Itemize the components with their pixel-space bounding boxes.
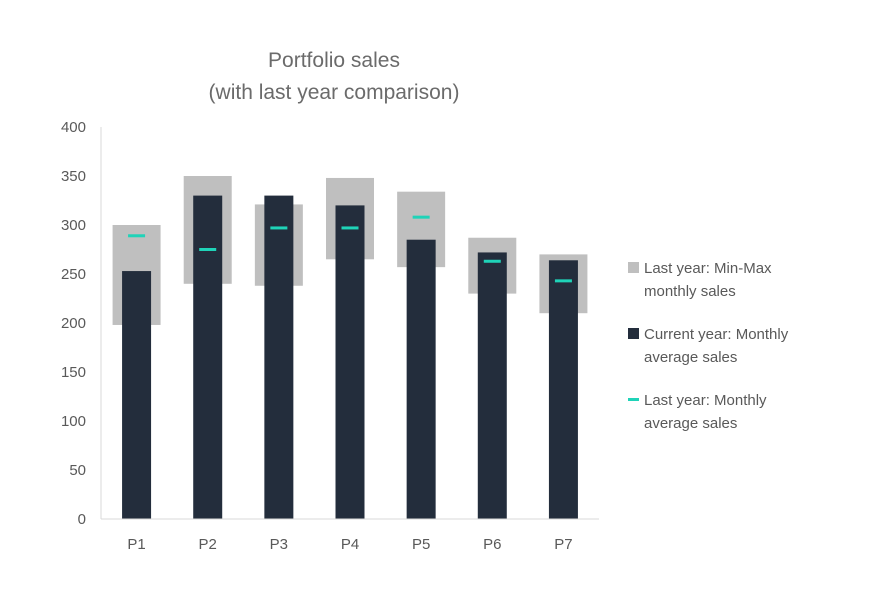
legend-label-range-line-2: monthly sales <box>644 283 736 300</box>
current-year-bar-p2 <box>193 195 223 519</box>
last-year-average-marker-p6 <box>483 259 501 263</box>
x-category-label: P4 <box>341 536 359 553</box>
x-category-label: P1 <box>127 536 145 553</box>
current-year-bar-p4 <box>335 205 365 519</box>
current-year-bar-p1 <box>122 271 152 519</box>
legend-swatch-range <box>628 262 639 273</box>
y-tick-label: 300 <box>61 217 86 234</box>
y-tick-label: 150 <box>61 364 86 381</box>
plot-area <box>112 176 588 519</box>
chart-title-line-1: Portfolio sales <box>268 49 400 72</box>
current-year-bar-p6 <box>477 252 507 519</box>
y-tick-label: 400 <box>61 119 86 136</box>
last-year-average-marker-p5 <box>412 215 430 219</box>
legend-label-current-line-2: average sales <box>644 349 737 366</box>
last-year-average-marker-p3 <box>270 226 288 230</box>
last-year-average-marker-p4 <box>341 226 359 230</box>
legend-label-current-line-1: Current year: Monthly <box>644 326 789 343</box>
last-year-average-marker-p1 <box>128 234 146 238</box>
current-year-bar-p3 <box>264 195 294 519</box>
last-year-average-marker-p2 <box>199 248 217 251</box>
y-axis: 0 50 100 150 200 250 300 350 400 <box>61 119 102 528</box>
y-tick-label: 100 <box>61 413 86 430</box>
y-tick-label: 200 <box>61 315 86 332</box>
y-tick-label: 0 <box>78 511 86 528</box>
current-year-bar-p5 <box>406 239 436 519</box>
x-category-label: P7 <box>554 536 572 553</box>
chart-title-line-2: (with last year comparison) <box>209 81 460 104</box>
last-year-average-marker-p7 <box>554 279 572 283</box>
legend-swatch-current-year <box>628 328 639 339</box>
y-tick-label: 350 <box>61 168 86 185</box>
x-category-label: P3 <box>270 536 288 553</box>
legend-swatch-last-year-average <box>628 398 639 401</box>
x-category-label: P5 <box>412 536 430 553</box>
legend: Last year: Min-Max monthly sales Current… <box>628 260 789 432</box>
y-tick-label: 50 <box>69 462 86 479</box>
legend-label-lastavg-line-1: Last year: Monthly <box>644 392 767 409</box>
x-category-label: P6 <box>483 536 501 553</box>
legend-label-lastavg-line-2: average sales <box>644 415 737 432</box>
current-year-bar-p7 <box>548 260 578 519</box>
x-axis: P1 P2 P3 P4 P5 P6 P7 <box>101 518 599 553</box>
x-category-label: P2 <box>199 536 217 553</box>
legend-label-range-line-1: Last year: Min-Max <box>644 260 772 277</box>
y-tick-label: 250 <box>61 266 86 283</box>
